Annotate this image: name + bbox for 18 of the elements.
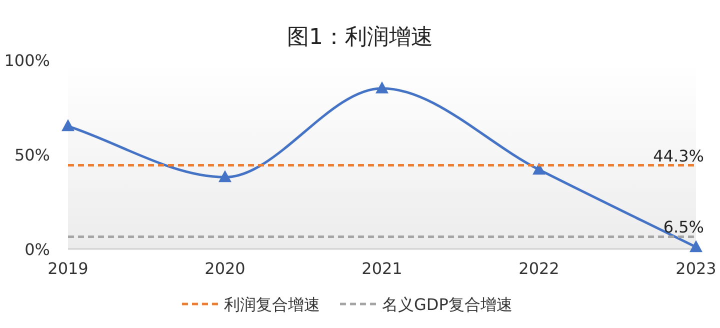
data-label: 6.5%: [663, 218, 704, 237]
x-tick-label: 2022: [518, 259, 560, 278]
y-tick-label: 0%: [24, 240, 50, 259]
y-tick-label: 100%: [4, 51, 50, 70]
legend-label: 利润复合增速: [224, 295, 320, 314]
point: [532, 162, 546, 175]
point: [218, 170, 232, 182]
y-tick-label: 50%: [14, 146, 50, 164]
x-tick-label: 2020: [204, 259, 246, 278]
chart-title: 图1：利润增速: [287, 25, 433, 50]
x-tick-label: 2023: [676, 259, 716, 278]
point: [690, 240, 702, 252]
point: [376, 81, 388, 94]
legend-label: 名义GDP复合增速: [382, 295, 512, 314]
x-tick-label: 2019: [48, 259, 88, 278]
point: [62, 119, 74, 132]
x-tick-label: 2021: [362, 259, 402, 278]
data-label: 44.3%: [653, 146, 704, 166]
